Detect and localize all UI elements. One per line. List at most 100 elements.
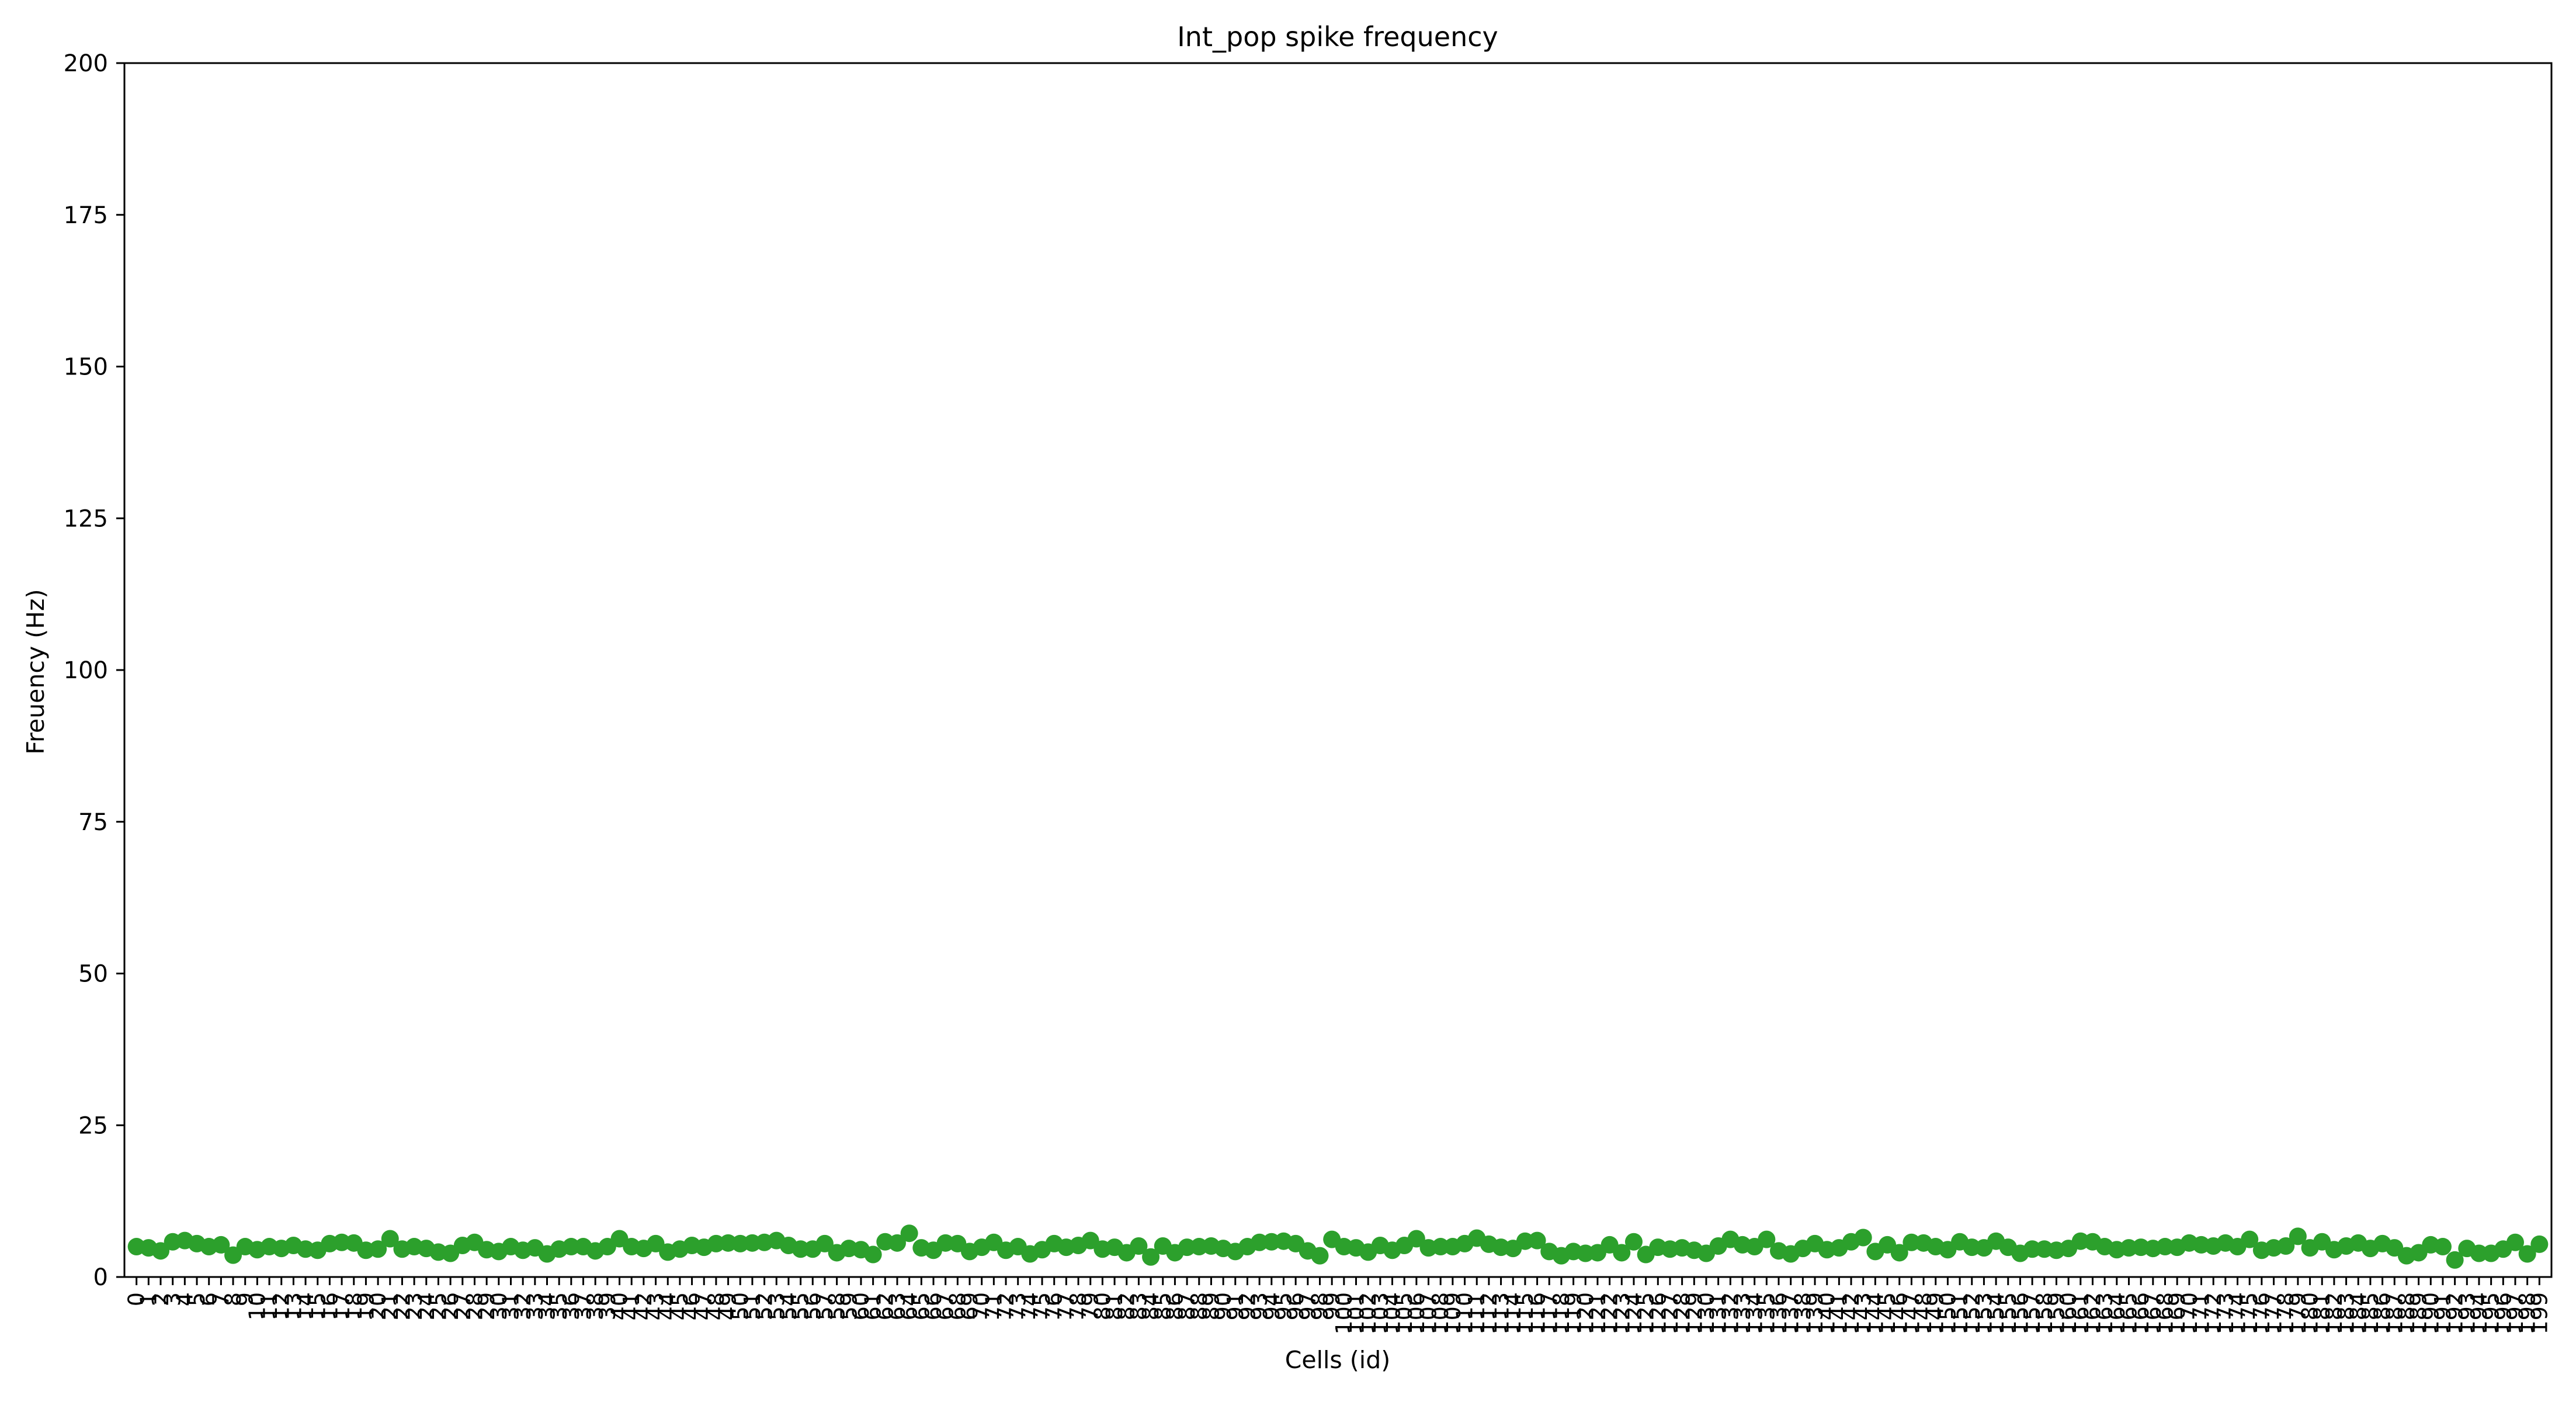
x-tick-label: 54 <box>776 1292 801 1320</box>
x-tick-label: 72 <box>993 1292 1019 1320</box>
x-tick-label: 106 <box>1404 1292 1429 1335</box>
data-point <box>2433 1238 2452 1256</box>
x-tick-label: 191 <box>2430 1292 2456 1335</box>
x-tick-label: 19 <box>353 1292 379 1320</box>
x-tick-label: 167 <box>2140 1292 2166 1335</box>
x-tick-label: 166 <box>2128 1292 2154 1335</box>
x-tick-label: 41 <box>619 1292 644 1320</box>
data-point <box>2518 1245 2536 1263</box>
x-tick-label: 116 <box>1525 1292 1550 1335</box>
x-tick-label: 91 <box>1223 1292 1248 1320</box>
data-point <box>900 1224 918 1243</box>
x-tick-label: 55 <box>788 1292 814 1320</box>
y-tick-label: 50 <box>78 961 108 988</box>
x-tick-label: 110 <box>1452 1292 1478 1335</box>
x-tick-label: 51 <box>740 1292 765 1320</box>
x-tick-label: 130 <box>1693 1292 1719 1335</box>
x-tick-label: 174 <box>2225 1292 2251 1335</box>
data-point <box>562 1238 580 1256</box>
x-tick-label: 67 <box>933 1292 959 1320</box>
x-tick-label: 109 <box>1440 1292 1466 1335</box>
x-tick-label: 30 <box>486 1292 512 1320</box>
x-tick-label: 96 <box>1283 1292 1308 1320</box>
x-tick-label: 35 <box>546 1292 572 1320</box>
x-tick-label: 176 <box>2249 1292 2275 1335</box>
x-tick-label: 188 <box>2394 1292 2419 1335</box>
x-axis-ticks: 0123456789101112131415161718192021222324… <box>124 1277 2552 1335</box>
y-tick-label: 75 <box>78 809 108 836</box>
y-axis-label: Freuency (Hz) <box>22 589 50 754</box>
x-tick-label: 8 <box>220 1292 246 1306</box>
x-tick-label: 121 <box>1585 1292 1610 1335</box>
chart-title: Int_pop spike frequency <box>1177 21 1498 53</box>
x-tick-label: 144 <box>1862 1292 1888 1335</box>
y-tick-label: 100 <box>64 657 108 684</box>
x-tick-label: 103 <box>1367 1292 1393 1335</box>
x-tick-label: 65 <box>908 1292 934 1320</box>
x-tick-label: 114 <box>1500 1292 1526 1335</box>
x-tick-label: 61 <box>860 1292 886 1320</box>
x-tick-label: 49 <box>716 1292 741 1320</box>
y-tick-label: 150 <box>64 354 108 381</box>
x-tick-label: 18 <box>341 1292 367 1320</box>
x-tick-label: 154 <box>1983 1292 2009 1335</box>
x-tick-label: 1 <box>136 1292 161 1306</box>
x-tick-label: 86 <box>1162 1292 1188 1320</box>
x-tick-label: 171 <box>2189 1292 2214 1335</box>
x-tick-label: 11 <box>256 1292 282 1320</box>
x-tick-label: 192 <box>2442 1292 2468 1335</box>
x-tick-label: 59 <box>836 1292 862 1320</box>
x-tick-label: 153 <box>1971 1292 1997 1335</box>
x-tick-label: 0 <box>124 1292 150 1306</box>
x-tick-label: 186 <box>2370 1292 2396 1335</box>
x-tick-label: 165 <box>2116 1292 2141 1335</box>
x-tick-label: 74 <box>1017 1292 1043 1320</box>
data-point <box>2530 1235 2549 1253</box>
data-point <box>1130 1237 1148 1255</box>
x-tick-label: 2 <box>148 1292 173 1306</box>
x-tick-label: 28 <box>461 1292 487 1320</box>
x-tick-label: 140 <box>1814 1292 1840 1335</box>
x-tick-label: 68 <box>945 1292 970 1320</box>
x-tick-label: 150 <box>1935 1292 1960 1335</box>
plot-frame <box>123 62 2553 1278</box>
x-tick-label: 4 <box>172 1292 197 1306</box>
x-tick-label: 115 <box>1512 1292 1538 1335</box>
x-tick-label: 198 <box>2515 1292 2540 1335</box>
x-tick-label: 34 <box>534 1292 560 1320</box>
x-tick-label: 142 <box>1838 1292 1864 1335</box>
x-tick-label: 60 <box>848 1292 874 1320</box>
x-tick-label: 127 <box>1657 1292 1683 1335</box>
data-point <box>864 1245 882 1264</box>
x-tick-label: 64 <box>897 1292 922 1320</box>
x-tick-label: 21 <box>377 1292 403 1320</box>
data-point <box>1613 1244 1631 1262</box>
x-tick-label: 17 <box>329 1292 355 1320</box>
x-tick-label: 133 <box>1730 1292 1755 1335</box>
x-tick-label: 125 <box>1633 1292 1659 1335</box>
x-tick-label: 32 <box>510 1292 536 1320</box>
x-tick-label: 119 <box>1561 1292 1586 1335</box>
x-tick-label: 173 <box>2213 1292 2238 1335</box>
x-tick-label: 134 <box>1742 1292 1768 1335</box>
data-point <box>1142 1248 1160 1266</box>
x-tick-label: 122 <box>1597 1292 1623 1335</box>
data-point <box>2446 1251 2464 1269</box>
x-tick-label: 152 <box>1959 1292 1985 1335</box>
x-tick-label: 136 <box>1766 1292 1792 1335</box>
x-tick-label: 177 <box>2261 1292 2287 1335</box>
x-tick-label: 156 <box>2007 1292 2033 1335</box>
x-tick-label: 195 <box>2478 1292 2504 1335</box>
x-tick-label: 151 <box>1947 1292 1973 1335</box>
y-tick-label: 0 <box>93 1264 108 1291</box>
x-tick-label: 71 <box>981 1292 1006 1320</box>
x-tick-label: 189 <box>2406 1292 2432 1335</box>
x-tick-label: 62 <box>872 1292 898 1320</box>
x-tick-label: 137 <box>1778 1292 1804 1335</box>
data-point <box>369 1240 387 1258</box>
x-tick-label: 99 <box>1319 1292 1345 1320</box>
data-point <box>381 1230 399 1248</box>
x-tick-label: 25 <box>425 1292 451 1320</box>
x-tick-label: 15 <box>305 1292 331 1320</box>
